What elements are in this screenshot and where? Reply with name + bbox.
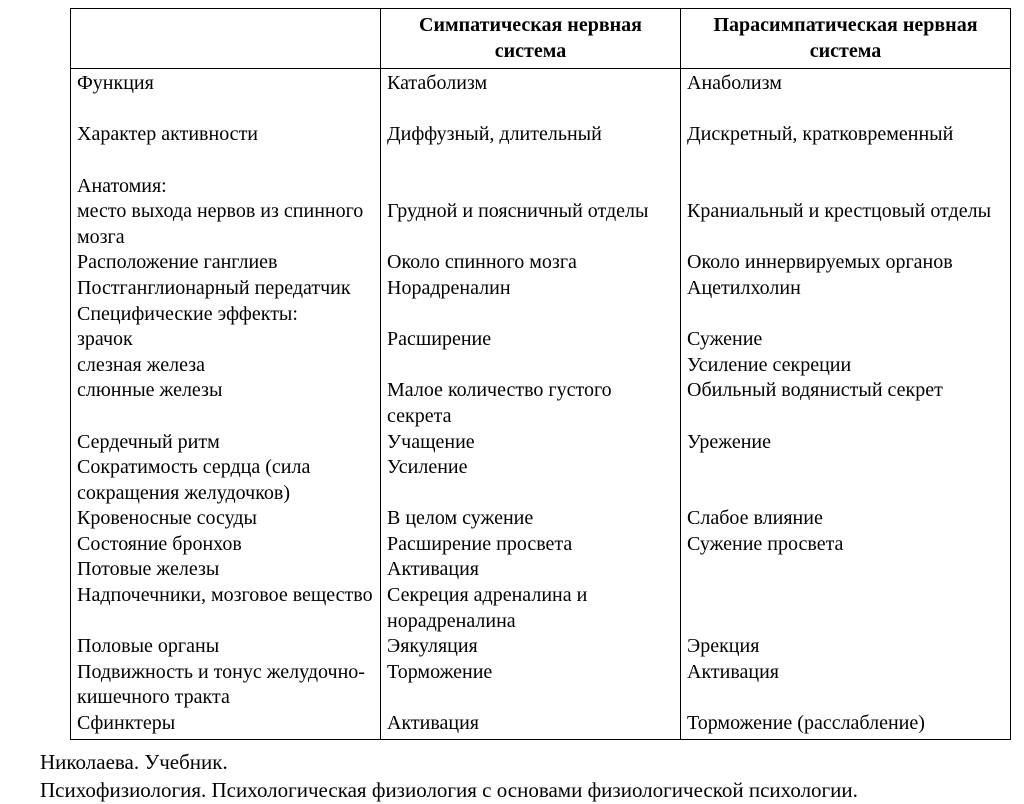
table-cell-line: Сужение	[687, 327, 1004, 353]
table-cell-line: Малое количество густого секрета	[387, 378, 674, 429]
table-cell-line: В целом сужение	[387, 506, 674, 532]
table-cell-line: Сужение просвета	[687, 532, 1004, 558]
table-cell-line: Грудной и поясничный отделы	[387, 199, 674, 225]
caption-line-2: Психофизиология. Психологическая физиоло…	[40, 776, 1004, 804]
header-empty	[71, 9, 381, 69]
table-cell-line: Характер активности	[77, 122, 374, 148]
spacer-line	[387, 148, 674, 174]
table-cell-line	[687, 455, 1004, 481]
table-body-row: Функция Характер активности Анатомия:мес…	[71, 69, 1011, 739]
table-cell-line: Постганглионарный передатчик	[77, 276, 374, 302]
table-cell-line: слюнные железы	[77, 378, 374, 404]
table-cell-line: Активация	[387, 711, 674, 737]
table-cell-line: Усиление секреции	[687, 353, 1004, 379]
spacer-line	[387, 97, 674, 123]
table-cell-line: Ацетилхолин	[687, 276, 1004, 302]
cell-labels: Функция Характер активности Анатомия:мес…	[71, 69, 381, 739]
table-cell-line: Активация	[687, 660, 1004, 686]
cell-parasympathetic: Анаболизм Дискретный, кратковременный Кр…	[681, 69, 1011, 739]
table-cell-line: Специфические эффекты:	[77, 302, 374, 328]
source-caption: Николаева. Учебник. Психофизиология. Пси…	[40, 748, 1004, 804]
table-cell-line	[387, 302, 674, 328]
table-cell-line	[687, 302, 1004, 328]
spacer-line	[77, 148, 374, 174]
table-cell-line: Надпочечники, мозговое вещество	[77, 583, 374, 609]
table-cell-line: Подвижность и тонус желудочно-кишечного …	[77, 660, 374, 711]
table-cell-line: Катаболизм	[387, 71, 674, 97]
table-cell-line: Сфинктеры	[77, 711, 374, 737]
table-cell-line: Активация	[387, 557, 674, 583]
table-cell-line: Анатомия:	[77, 174, 374, 200]
table-cell-line: Торможение (расслабление)	[687, 711, 1004, 737]
comparison-table: Симпатическая нервная система Парасимпат…	[70, 8, 1011, 740]
table-cell-line: Эякуляция	[387, 634, 674, 660]
table-cell-line	[387, 353, 674, 379]
table-cell-line	[687, 583, 1004, 609]
table-cell-line: Половые органы	[77, 634, 374, 660]
header-sympathetic: Симпатическая нервная система	[381, 9, 681, 69]
table-cell-line: Обильный водянистый секрет	[687, 378, 1004, 404]
spacer-line	[687, 97, 1004, 123]
table-cell-line: Торможение	[387, 660, 674, 686]
table-cell-line: Дискретный, кратковременный	[687, 122, 1004, 148]
table-cell-line: Урежение	[687, 430, 1004, 456]
table-cell-line: Сократимость сердца (сила сокращения жел…	[77, 455, 374, 506]
table-cell-line: Потовые железы	[77, 557, 374, 583]
table-cell-line: Краниальный и крестцовый отделы	[687, 199, 1004, 225]
table-cell-line: зрачок	[77, 327, 374, 353]
table-cell-line: слезная железа	[77, 353, 374, 379]
table-cell-line: Состояние бронхов	[77, 532, 374, 558]
table-cell-line	[687, 174, 1004, 200]
table-cell-line: Эрекция	[687, 634, 1004, 660]
table-cell-line: Расширение	[387, 327, 674, 353]
table-cell-line: Около спинного мозга	[387, 250, 674, 276]
table-cell-line: Расположение ганглиев	[77, 250, 374, 276]
table-cell-line: Учащение	[387, 430, 674, 456]
table-cell-line	[687, 557, 1004, 583]
table-cell-line: Около иннервируемых органов	[687, 250, 1004, 276]
table-cell-line: Диффузный, длительный	[387, 122, 674, 148]
table-cell-line: Норадреналин	[387, 276, 674, 302]
table-cell-line: Анаболизм	[687, 71, 1004, 97]
caption-line-1: Николаева. Учебник.	[40, 748, 1004, 776]
table-cell-line: Расширение просвета	[387, 532, 674, 558]
table-header-row: Симпатическая нервная система Парасимпат…	[71, 9, 1011, 69]
table-cell-line: Усиление	[387, 455, 674, 481]
spacer-line	[687, 148, 1004, 174]
spacer-line	[77, 97, 374, 123]
table-cell-line: Сердечный ритм	[77, 430, 374, 456]
table-cell-line: Кровеносные сосуды	[77, 506, 374, 532]
header-parasympathetic: Парасимпатическая нервная система	[681, 9, 1011, 69]
table-cell-line: место выхода нервов из спинного мозга	[77, 199, 374, 250]
table-cell-line: Секреция адреналина и норадреналина	[387, 583, 674, 634]
table-cell-line: Слабое влияние	[687, 506, 1004, 532]
table-cell-line: Функция	[77, 71, 374, 97]
cell-sympathetic: Катаболизм Диффузный, длительный Грудной…	[381, 69, 681, 739]
table-cell-line	[387, 174, 674, 200]
